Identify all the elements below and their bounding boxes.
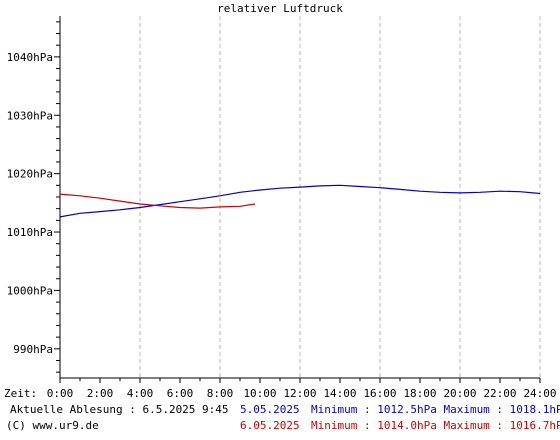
y-tick-label: 1010hPa bbox=[7, 226, 53, 239]
y-tick-label: 1040hPa bbox=[7, 51, 53, 64]
current-reading: Aktuelle Ablesung : 6.5.2025 9:45 bbox=[10, 403, 229, 416]
x-tick-label: 6:00 bbox=[167, 387, 194, 400]
series-line-1 bbox=[59, 184, 541, 218]
x-tick-label: 8:00 bbox=[207, 387, 234, 400]
legend-minmax-2: Minimum : 1014.0hPa Maximum : 1016.7hPa bbox=[311, 419, 560, 432]
legend-date-1: 5.05.2025 bbox=[240, 403, 300, 416]
x-axis-prefix: Zeit: bbox=[4, 387, 37, 400]
legend-date-2: 6.05.2025 bbox=[240, 419, 300, 432]
x-tick-label: 0:00 bbox=[47, 387, 74, 400]
x-tick-label: 4:00 bbox=[127, 387, 154, 400]
series-line-2 bbox=[59, 193, 256, 209]
x-tick-label: 10:00 bbox=[243, 387, 276, 400]
x-tick-label: 24:00 bbox=[523, 387, 556, 400]
x-tick-label: 2:00 bbox=[87, 387, 114, 400]
chart-title: relativer Luftdruck bbox=[217, 2, 343, 15]
x-tick-label: 16:00 bbox=[363, 387, 396, 400]
x-tick-label: 20:00 bbox=[443, 387, 476, 400]
legend-minmax-1: Minimum : 1012.5hPa Maximum : 1018.1hPa bbox=[311, 403, 560, 416]
copyright: (C) www.ur9.de bbox=[6, 419, 99, 432]
x-tick-label: 14:00 bbox=[323, 387, 356, 400]
x-tick-label: 22:00 bbox=[483, 387, 516, 400]
y-tick-label: 990hPa bbox=[13, 343, 53, 356]
x-tick-label: 12:00 bbox=[283, 387, 316, 400]
x-tick-label: 18:00 bbox=[403, 387, 436, 400]
y-tick-label: 1000hPa bbox=[7, 284, 53, 297]
y-tick-label: 1030hPa bbox=[7, 109, 53, 122]
y-tick-label: 1020hPa bbox=[7, 168, 53, 181]
